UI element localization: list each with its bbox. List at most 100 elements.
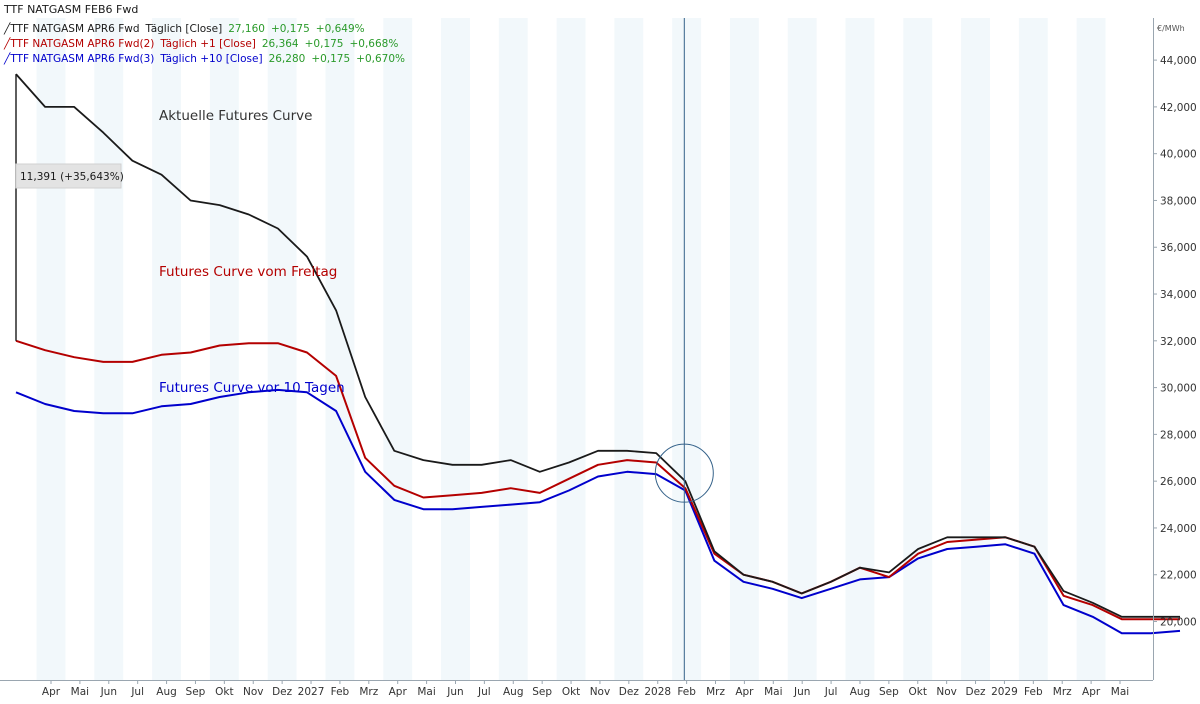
y-tick-label: 32,000 [1160,336,1197,348]
x-tick-label: Feb [677,686,696,698]
legend-series-name: TTF NATGASM APR6 Fwd(2) [9,38,154,50]
x-tick-label: Dez [272,686,293,698]
y-tick-label: 22,000 [1160,570,1197,582]
legend-series-name: TTF NATGASM APR6 Fwd(3) [9,53,154,65]
x-tick-label: Okt [215,686,233,698]
x-tick-label: Jul [824,686,838,698]
month-stripe [441,18,470,680]
legend-series-name: TTF NATGASM APR6 Fwd [9,23,139,35]
legend-change: +0,175 [305,38,344,50]
x-tick-label: Mai [71,686,89,698]
month-stripe [152,18,182,680]
legend-row-ten-days[interactable]: ╱TTF NATGASM APR6 Fwd(3) Täglich +10 [Clo… [3,52,405,65]
legend-line-icon: ╱ [3,52,11,65]
legend-row-friday[interactable]: ╱TTF NATGASM APR6 Fwd(2) Täglich +1 [Clos… [3,37,398,50]
x-tick-label: Aug [850,686,871,698]
x-tick-label: Sep [186,686,206,698]
difference-readout-text: 11,391 (+35,643%) [20,171,124,183]
series-line-friday[interactable] [15,339,1180,621]
svg-text:╱TTF NATGASM APR6 Fwd(2)Täglic: ╱TTF NATGASM APR6 Fwd(2) Täglich +1 [Clos… [3,37,398,50]
x-tick-label: Okt [562,686,580,698]
y-tick-label: 40,000 [1160,149,1197,161]
series-line-ten-days[interactable] [15,388,1181,635]
month-stripe [556,18,586,680]
x-tick-label: Mai [417,686,435,698]
y-tick-label: 24,000 [1160,523,1197,535]
legend-row-current[interactable]: ╱TTF NATGASM APR6 Fwd Täglich [Close] 27,1… [3,22,365,35]
y-axis[interactable]: €/MWh 20,000 22,000 24,000 26,000 28,000 30,00… [1153,18,1197,680]
x-tick-label: Jul [477,686,491,698]
legend-line-icon: ╱ [3,22,11,35]
y-tick-label: 30,000 [1160,383,1197,395]
legend-change-pct: +0,670% [356,53,405,65]
x-tick-label: Apr [42,686,61,698]
svg-text:╱TTF NATGASM APR6 Fwd(3)Täglic: ╱TTF NATGASM APR6 Fwd(3) Täglich +10 [Clo… [3,52,405,65]
x-tick-label: Nov [590,686,611,698]
month-stripe [267,18,297,680]
x-tick-label: Aug [156,686,177,698]
y-tick-label: 28,000 [1160,429,1197,441]
x-tick-label: Aug [503,686,524,698]
x-tick-label: Sep [532,686,552,698]
x-tick-label: Jun [793,686,810,698]
legend-change-pct: +0,649% [316,23,365,35]
chart-title: TTF NATGASM FEB6 Fwd [3,3,138,16]
x-tick-label: Jun [446,686,463,698]
month-stripe [729,18,759,680]
legend-last-value: 27,160 [228,23,265,35]
legend-last-value: 26,364 [262,38,299,50]
legend-series-period: Täglich +10 [Close] [159,53,262,65]
y-tick-label: 26,000 [1160,476,1197,488]
month-stripe [787,18,817,680]
x-tick-label: Mai [764,686,782,698]
legend-change: +0,175 [271,23,310,35]
label-ten-days-curve: Futures Curve vor 10 Tagen [159,380,345,396]
x-tick-label: Dez [966,686,987,698]
y-tick-label: 20,000 [1160,617,1197,629]
y-tick-label: 36,000 [1160,242,1197,254]
highlight-circle [654,443,714,503]
difference-readout-box [15,163,122,189]
y-tick-label: 42,000 [1160,102,1197,114]
y-tick-label: 34,000 [1160,289,1197,301]
month-stripe [903,18,933,680]
x-tick-label: Mrz [706,686,725,698]
x-tick-label: Apr [735,686,754,698]
month-stripe [614,18,644,680]
x-tick-label: Apr [389,686,408,698]
x-axis[interactable]: Apr Mai Jun Jul Aug Sep Okt Nov Dez 2027 Feb Mrz Apr… [0,680,1153,698]
legend-line-icon: ╱ [3,37,11,50]
x-tick-label: Sep [879,686,899,698]
x-tick-label: Jun [100,686,117,698]
x-tick-label: Mrz [359,686,378,698]
x-tick-label: Mai [1111,686,1129,698]
x-tick-label: Dez [619,686,640,698]
x-tick-label: Apr [1082,686,1101,698]
y-tick-label: 44,000 [1160,55,1197,67]
legend: ╱TTF NATGASM APR6 Fwd Täglich [Close] 27,1… [3,22,405,65]
month-stripe [383,18,413,680]
x-tick-label: Nov [243,686,264,698]
legend-change: +0,175 [311,53,350,65]
month-stripe [672,18,702,680]
x-tick-label: Nov [936,686,957,698]
x-tick-label: 2027 [298,686,325,698]
x-tick-label: Mrz [1053,686,1072,698]
x-tick-label: Feb [331,686,350,698]
x-tick-label: Jul [130,686,144,698]
month-stripe [209,18,239,680]
x-tick-label: Feb [1024,686,1043,698]
legend-series-period: Täglich [Close] [145,23,223,35]
legend-change-pct: +0,668% [349,38,398,50]
legend-last-value: 26,280 [269,53,306,65]
series-line-current[interactable] [15,73,1180,618]
month-stripes [36,18,1106,680]
y-axis-unit: €/MWh [1157,24,1185,33]
label-friday-curve: Futures Curve vom Freitag [159,264,337,280]
month-stripe [498,18,528,680]
x-tick-label: Okt [909,686,927,698]
x-tick-label: 2028 [644,686,671,698]
